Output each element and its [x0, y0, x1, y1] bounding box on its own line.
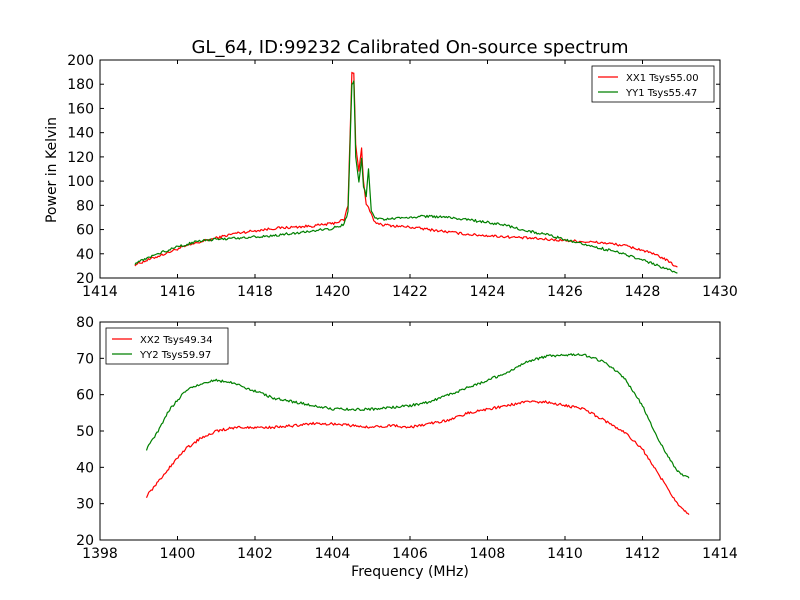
x-tick-label: 1430: [702, 284, 738, 300]
y-tick-label: 200: [67, 53, 94, 69]
x-axis-label: Frequency (MHz): [351, 564, 469, 580]
y-tick-label: 20: [76, 533, 94, 549]
x-tick-label: 1402: [237, 546, 273, 562]
x-tick-label: 1414: [702, 546, 738, 562]
chart-panel-top: 1414 1416 1418 1420 1422 1424 1426 1428 1430 20 40…: [67, 53, 738, 300]
x-tick-label: 1426: [547, 284, 583, 300]
x-tick-label: 1410: [547, 546, 583, 562]
y-tick-label: 80: [76, 198, 94, 214]
series-line-yy2: [145, 353, 690, 479]
legend-label: XX1 Tsys55.00: [626, 73, 699, 84]
chart-title: GL_64, ID:99232 Calibrated On-source spe…: [191, 37, 628, 58]
y-tick-label: 40: [76, 460, 94, 476]
x-tick-label: 1422: [392, 284, 428, 300]
legend: XX2 Tsys49.34 YY2 Tsys59.97: [105, 327, 229, 365]
y-tick-label: 160: [67, 101, 94, 117]
y-tick-label: 30: [76, 497, 94, 513]
chart-panel-bottom: 1398 1400 1402 1404 1406 1408 1410 1412 1414 20 30…: [76, 315, 738, 562]
legend-label: YY2 Tsys59.97: [139, 350, 211, 361]
y-tick-label: 70: [76, 351, 94, 367]
x-tick-label: 1428: [625, 284, 661, 300]
y-axis-label: Power in Kelvin: [44, 117, 60, 223]
series-line-yy1: [134, 80, 678, 274]
legend: XX1 Tsys55.00 YY1 Tsys55.47: [591, 65, 715, 103]
x-tick-label: 1414: [82, 284, 118, 300]
y-tick-label: 80: [76, 315, 94, 331]
y-tick-label: 60: [76, 388, 94, 404]
series-line-xx2: [145, 400, 690, 516]
y-tick-label: 180: [67, 77, 94, 93]
x-tick-label: 1418: [237, 284, 273, 300]
x-tick-label: 1416: [160, 284, 196, 300]
x-tick-label: 1412: [625, 546, 661, 562]
x-tick-label: 1420: [315, 284, 351, 300]
legend-box: [591, 65, 715, 103]
x-tick-label: 1406: [392, 546, 428, 562]
x-tick-label: 1404: [315, 546, 351, 562]
x-tick-label: 1398: [82, 546, 118, 562]
legend-label: XX2 Tsys49.34: [140, 335, 213, 346]
x-tick-label: 1424: [470, 284, 506, 300]
legend-box: [105, 327, 229, 365]
series-line-xx1: [134, 71, 678, 268]
y-tick-label: 120: [67, 150, 94, 166]
y-tick-label: 100: [67, 174, 94, 190]
y-tick-label: 60: [76, 223, 94, 239]
y-tick-label: 20: [76, 271, 94, 287]
y-tick-label: 40: [76, 247, 94, 263]
legend-label: YY1 Tsys55.47: [625, 88, 697, 99]
x-tick-label: 1400: [160, 546, 196, 562]
x-tick-label: 1408: [470, 546, 506, 562]
y-tick-label: 140: [67, 126, 94, 142]
y-tick-label: 50: [76, 424, 94, 440]
